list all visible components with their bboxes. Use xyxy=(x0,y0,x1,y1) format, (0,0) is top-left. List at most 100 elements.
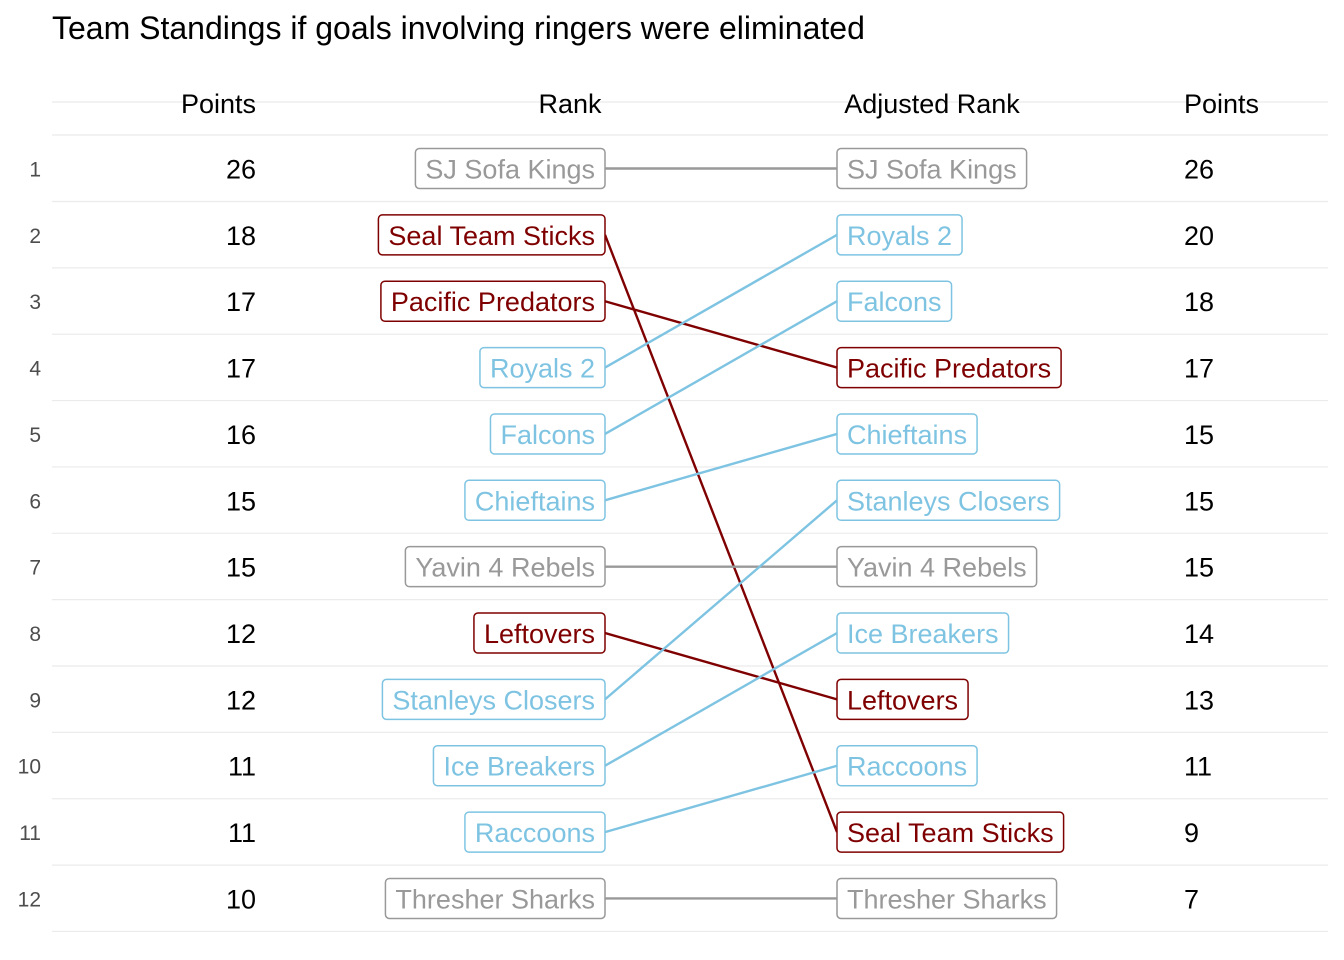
rank-change-line xyxy=(604,631,838,767)
left-points-value: 11 xyxy=(228,752,256,782)
left-points-header: Points xyxy=(181,89,256,119)
rank-change-line xyxy=(604,233,838,369)
rank-team-label: Stanleys Closers xyxy=(381,678,606,721)
rank-team-label-box xyxy=(380,280,606,322)
adjusted-team-label-text: Raccoons xyxy=(847,752,967,782)
row-number: 8 xyxy=(29,623,41,646)
rank-team-label-text: Royals 2 xyxy=(490,354,595,384)
rank-team-label: Raccoons xyxy=(464,811,606,853)
right-points-value: 14 xyxy=(1184,619,1214,649)
rank-team-label-text: Chieftains xyxy=(475,486,595,516)
left-points-value: 12 xyxy=(226,619,256,649)
rank-team-label-text: SJ Sofa Kings xyxy=(425,155,595,185)
rank-change-line xyxy=(604,300,838,369)
left-points-value: 10 xyxy=(226,884,256,914)
team-labels: SJ Sofa Kings SJ Sofa Kings Seal Team Stic… xyxy=(377,147,1065,920)
rank-change-line xyxy=(604,631,838,701)
adjusted-team-label-box xyxy=(836,147,1028,190)
rank-team-label: Pacific Predators xyxy=(380,280,606,322)
left-points-value: 15 xyxy=(226,486,256,516)
right-points-value: 9 xyxy=(1184,818,1199,848)
adjusted-team-label-text: Pacific Predators xyxy=(847,354,1051,384)
right-points-value: 7 xyxy=(1184,884,1199,914)
rank-team-label: Ice Breakers xyxy=(432,744,606,787)
row-number: 2 xyxy=(29,225,41,248)
left-points-value: 17 xyxy=(226,287,256,317)
row-number: 9 xyxy=(29,689,41,712)
adjusted-team-label-text: Yavin 4 Rebels xyxy=(847,553,1027,583)
right-points-value: 11 xyxy=(1184,752,1212,782)
rank-team-label-box xyxy=(464,811,606,853)
rank-team-label: Seal Team Sticks xyxy=(377,214,606,256)
adjusted-team-label: Yavin 4 Rebels xyxy=(836,545,1038,588)
adjusted-team-label: Stanleys Closers xyxy=(836,479,1061,522)
adjusted-team-label: Thresher Sharks xyxy=(836,877,1058,920)
adjusted-team-label-box xyxy=(836,545,1038,588)
adjusted-team-label-text: Falcons xyxy=(847,287,942,317)
rank-team-label: SJ Sofa Kings xyxy=(414,147,606,190)
right-points-value: 15 xyxy=(1184,420,1214,450)
rank-team-label-text: Leftovers xyxy=(484,619,595,649)
adjusted-team-label-box xyxy=(836,744,978,787)
adjusted-team-label-text: Seal Team Sticks xyxy=(847,818,1054,848)
left-points-value: 18 xyxy=(226,221,256,251)
rank-team-label-text: Stanleys Closers xyxy=(392,685,595,715)
adjusted-team-label-text: Leftovers xyxy=(847,685,958,715)
rank-team-label-box xyxy=(464,479,606,522)
rank-team-label-box xyxy=(432,744,606,787)
right-points-header: Points xyxy=(1184,89,1259,119)
adjusted-team-label-box xyxy=(836,479,1061,522)
adjusted-team-label-box xyxy=(836,678,969,721)
rank-team-label: Royals 2 xyxy=(479,346,606,389)
rank-team-label-box xyxy=(414,147,606,190)
right-points-value: 15 xyxy=(1184,486,1214,516)
row-number: 7 xyxy=(29,557,41,580)
row-number: 6 xyxy=(29,490,41,513)
rank-team-label-text: Raccoons xyxy=(475,818,595,848)
rank-team-label-text: Ice Breakers xyxy=(443,752,595,782)
adjusted-team-label-box xyxy=(836,877,1058,920)
adjusted-team-label-box xyxy=(836,413,978,455)
row-number: 4 xyxy=(29,358,41,381)
right-points-value: 17 xyxy=(1184,354,1214,384)
rank-team-label-text: Thresher Sharks xyxy=(395,884,595,914)
rank-change-line xyxy=(603,234,839,833)
adjusted-team-label-box xyxy=(836,346,1062,389)
adjusted-team-label-text: Thresher Sharks xyxy=(847,884,1047,914)
adjusted-team-label-text: SJ Sofa Kings xyxy=(847,155,1017,185)
rank-team-label-box xyxy=(473,612,606,654)
rank-change-line xyxy=(604,499,838,701)
adjusted-rank-header: Adjusted Rank xyxy=(844,89,1020,119)
row-number: 5 xyxy=(29,424,41,447)
rank-team-label-text: Seal Team Sticks xyxy=(388,221,595,251)
rank-change-lines xyxy=(603,167,839,900)
rank-team-label-box xyxy=(404,545,606,588)
adjusted-team-label-text: Stanleys Closers xyxy=(847,486,1050,516)
adjusted-team-label: Leftovers xyxy=(836,678,969,721)
adjusted-team-label-box xyxy=(836,214,963,256)
rank-team-label-text: Falcons xyxy=(500,420,595,450)
adjusted-team-label: Raccoons xyxy=(836,744,978,787)
rank-change-line xyxy=(604,764,838,834)
rank-team-label-box xyxy=(381,678,606,721)
row-number: 12 xyxy=(18,888,41,911)
rank-team-label-text: Yavin 4 Rebels xyxy=(415,553,595,583)
left-points-value: 16 xyxy=(226,420,256,450)
left-points-value: 26 xyxy=(226,155,256,185)
rank-team-label-box xyxy=(479,346,606,389)
left-points-value: 17 xyxy=(226,354,256,384)
rank-team-label-text: Pacific Predators xyxy=(391,287,595,317)
adjusted-team-label-text: Ice Breakers xyxy=(847,619,999,649)
row-number: 11 xyxy=(19,822,41,845)
adjusted-team-label-text: Chieftains xyxy=(847,420,967,450)
right-points-value: 13 xyxy=(1184,685,1214,715)
adjusted-team-label-box xyxy=(836,612,1010,654)
rank-team-label-box xyxy=(384,877,606,920)
adjusted-team-label: Chieftains xyxy=(836,413,978,455)
right-points-value: 20 xyxy=(1184,221,1214,251)
rank-team-label: Chieftains xyxy=(464,479,606,522)
left-points-value: 12 xyxy=(226,685,256,715)
adjusted-team-label-text: Royals 2 xyxy=(847,221,952,251)
